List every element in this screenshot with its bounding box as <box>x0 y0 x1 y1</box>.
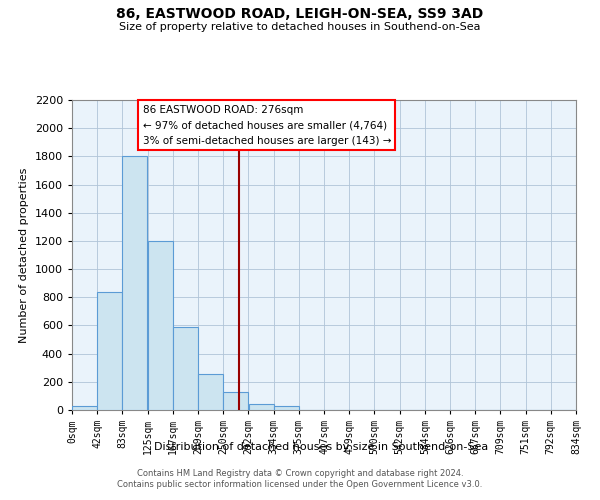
Text: Contains public sector information licensed under the Open Government Licence v3: Contains public sector information licen… <box>118 480 482 489</box>
Y-axis label: Number of detached properties: Number of detached properties <box>19 168 29 342</box>
Bar <box>248 404 274 410</box>
Text: Contains HM Land Registry data © Crown copyright and database right 2024.: Contains HM Land Registry data © Crown c… <box>137 468 463 477</box>
Bar <box>148 241 173 410</box>
Bar <box>72 406 97 410</box>
Bar <box>97 292 122 410</box>
Bar <box>223 392 248 410</box>
Bar <box>173 327 198 410</box>
Text: 86, EASTWOOD ROAD, LEIGH-ON-SEA, SS9 3AD: 86, EASTWOOD ROAD, LEIGH-ON-SEA, SS9 3AD <box>116 8 484 22</box>
Text: Distribution of detached houses by size in Southend-on-Sea: Distribution of detached houses by size … <box>154 442 488 452</box>
Text: Size of property relative to detached houses in Southend-on-Sea: Size of property relative to detached ho… <box>119 22 481 32</box>
Bar <box>199 374 223 410</box>
Text: 86 EASTWOOD ROAD: 276sqm
← 97% of detached houses are smaller (4,764)
3% of semi: 86 EASTWOOD ROAD: 276sqm ← 97% of detach… <box>143 104 391 146</box>
Bar <box>122 156 148 410</box>
Bar <box>274 406 299 410</box>
